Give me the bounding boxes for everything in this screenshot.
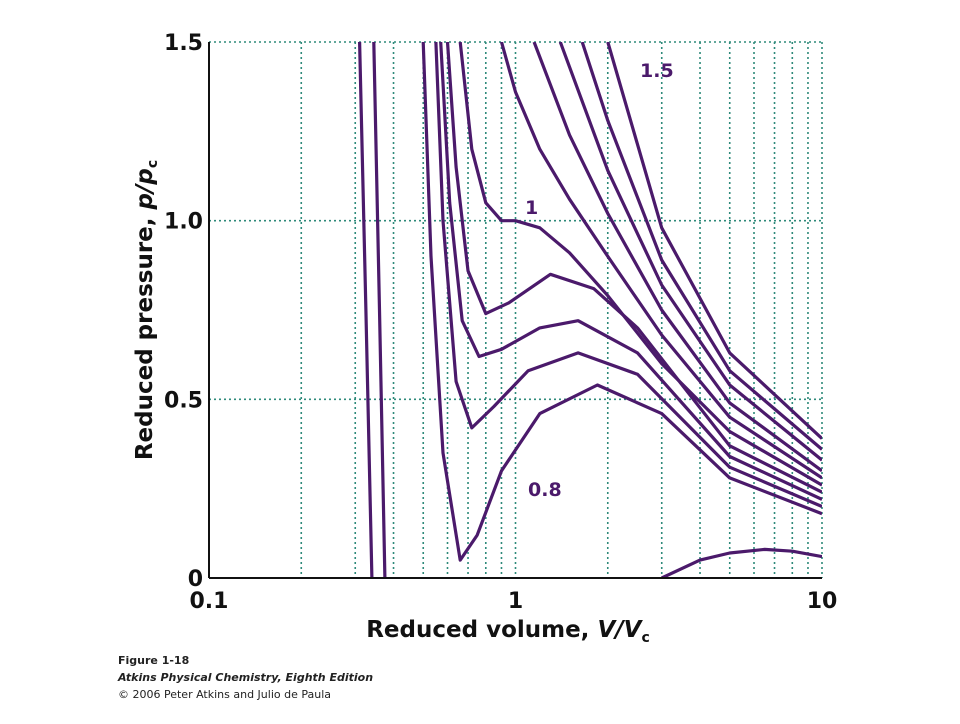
- y-tick-label: 1.0: [164, 210, 203, 235]
- x-axis-label: Reduced volume, V/Vc: [366, 617, 650, 646]
- isotherm: [558, 42, 822, 462]
- isotherm: [358, 42, 822, 578]
- y-tick-label: 0.5: [164, 388, 203, 413]
- y-axis-label: Reduced pressure, p/pc: [132, 160, 161, 460]
- curve-label: 1.5: [640, 60, 674, 82]
- isotherm: [532, 42, 822, 473]
- isotherm: [606, 42, 822, 440]
- x-tick-label: 10: [807, 589, 838, 614]
- copyright: © 2006 Peter Atkins and Julio de Paula: [118, 688, 331, 701]
- book-title: Atkins Physical Chemistry, Eighth Editio…: [117, 671, 373, 684]
- isotherm: [372, 42, 387, 578]
- curves: [358, 42, 822, 578]
- grid: [208, 41, 823, 579]
- y-tick-label: 0: [188, 567, 203, 592]
- x-tick-label: 1: [508, 589, 523, 614]
- isotherm: [499, 42, 822, 480]
- isotherm: [439, 42, 822, 501]
- curve-label: 1: [525, 197, 538, 219]
- isotherm: [421, 42, 822, 562]
- isotherm: [445, 42, 822, 494]
- isotherm: [458, 42, 822, 487]
- figure-number: Figure 1-18: [118, 654, 189, 667]
- curve-label: 0.8: [528, 479, 562, 501]
- isotherm: [580, 42, 822, 451]
- y-tick-label: 1.5: [164, 31, 203, 56]
- x-tick-label: 0.1: [190, 589, 229, 614]
- isotherm: [434, 42, 822, 508]
